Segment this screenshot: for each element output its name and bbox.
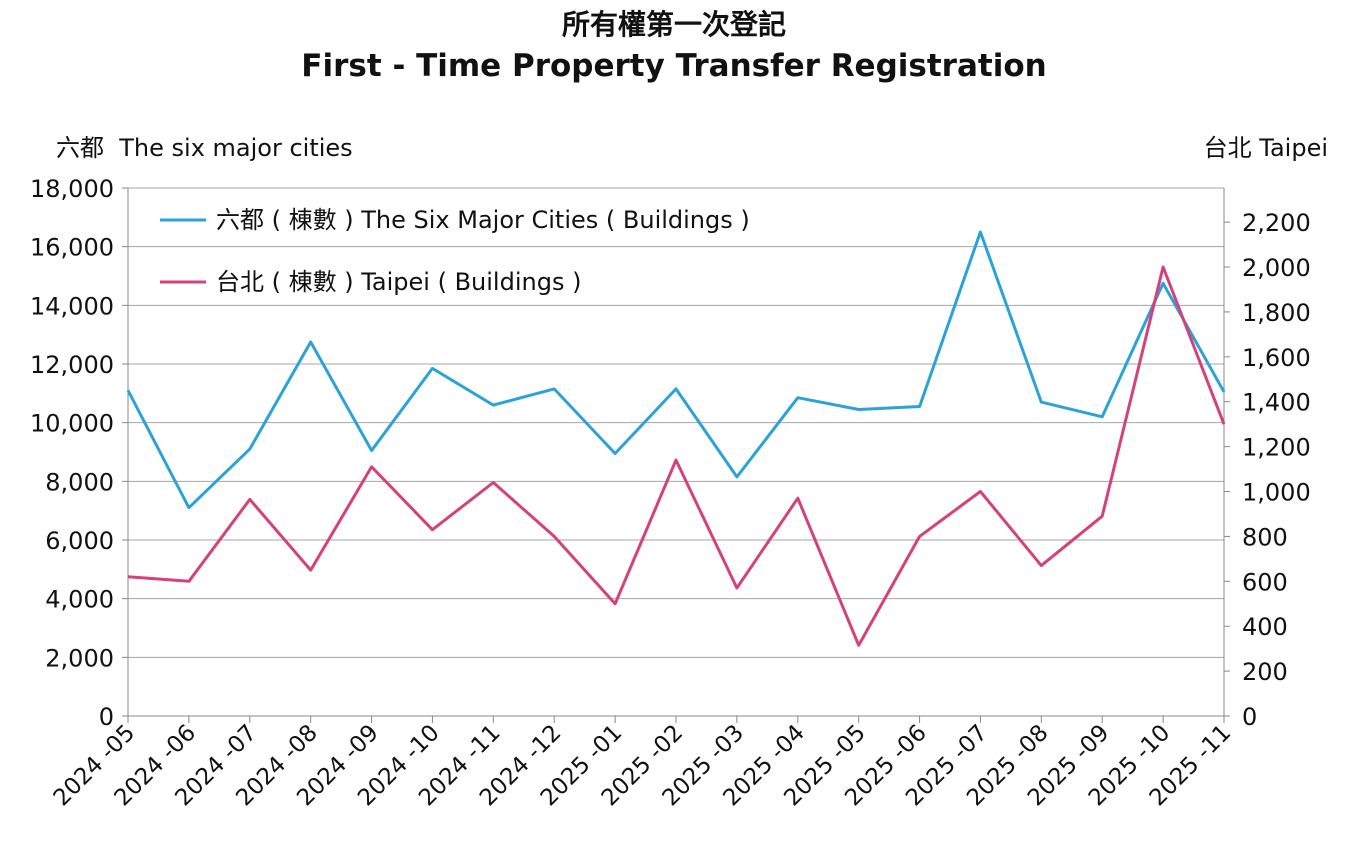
right-tick-label: 1,400 — [1242, 389, 1311, 417]
right-tick-label: 1,800 — [1242, 299, 1311, 327]
left-tick-label: 8,000 — [45, 468, 114, 496]
left-tick-label: 14,000 — [30, 292, 114, 320]
left-tick-label: 6,000 — [45, 527, 114, 555]
chart-title: 所有權第一次登記 — [562, 8, 786, 41]
right-tick-label: 800 — [1242, 523, 1288, 551]
right-axis-label: 台北 Taipei — [1204, 134, 1328, 162]
right-tick-label: 2,200 — [1242, 209, 1311, 237]
series-line-1 — [128, 267, 1224, 645]
right-tick-label: 1,000 — [1242, 479, 1311, 507]
right-tick-label: 1,200 — [1242, 434, 1311, 462]
left-axis-label: 六都 The six major cities — [56, 134, 353, 162]
left-tick-label: 16,000 — [30, 234, 114, 262]
left-tick-label: 4,000 — [45, 586, 114, 614]
legend-label: 六都 ( 棟數 ) The Six Major Cities ( Buildin… — [216, 206, 750, 234]
left-tick-label: 0 — [99, 703, 114, 731]
right-tick-label: 400 — [1242, 613, 1288, 641]
right-tick-label: 1,600 — [1242, 344, 1311, 372]
right-tick-label: 600 — [1242, 568, 1288, 596]
right-tick-label: 200 — [1242, 658, 1288, 686]
chart-subtitle: First - Time Property Transfer Registrat… — [301, 48, 1046, 84]
left-tick-label: 12,000 — [30, 351, 114, 379]
left-tick-label: 10,000 — [30, 410, 114, 438]
left-tick-label: 18,000 — [30, 175, 114, 203]
right-tick-label: 2,000 — [1242, 254, 1311, 282]
left-tick-label: 2,000 — [45, 644, 114, 672]
legend-label: 台北 ( 棟數 ) Taipei ( Buildings ) — [216, 268, 581, 296]
right-tick-label: 0 — [1242, 703, 1257, 731]
